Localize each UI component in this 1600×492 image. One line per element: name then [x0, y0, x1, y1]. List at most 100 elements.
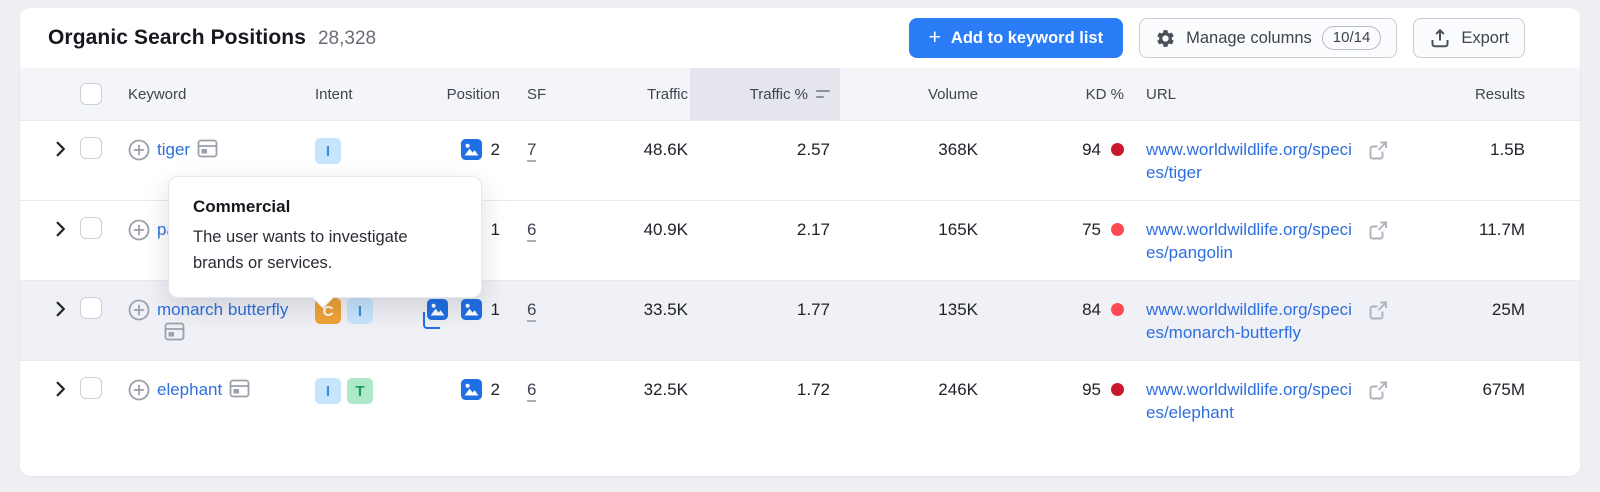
table-header-row: Keyword Intent Position SF Traffic Traff… [20, 68, 1580, 120]
external-link-icon[interactable] [1368, 220, 1388, 240]
results-value: 25M [1491, 300, 1525, 319]
table-row-elephant: elephant I T 2 6 32.5K 1.72 246K 95 www.… [20, 360, 1580, 440]
keyword-text[interactable]: tiger [157, 140, 191, 159]
intent-badge-informational[interactable]: I [315, 138, 341, 164]
url-link[interactable]: www.worldwildlife.org/species/tiger [1146, 140, 1352, 182]
url-link[interactable]: www.worldwildlife.org/species/monarch-bu… [1146, 300, 1352, 342]
plus-circle-icon[interactable] [128, 219, 150, 241]
traffic-value: 40.9K [643, 220, 688, 239]
export-button[interactable]: Export [1413, 18, 1525, 58]
panel-header: Organic Search Positions 28,328 + Add to… [20, 8, 1580, 68]
external-link-icon[interactable] [1368, 380, 1388, 400]
manage-columns-label: Manage columns [1186, 28, 1312, 47]
kd-value: 75 [1082, 220, 1101, 239]
image-pack-stacked-icon [422, 298, 448, 329]
url-link[interactable]: www.worldwildlife.org/species/pangolin [1146, 220, 1352, 262]
column-header-keyword[interactable]: Keyword [128, 85, 187, 103]
keyword-link[interactable]: monarch butterfly [157, 298, 300, 344]
traffic-pct-value: 2.57 [796, 140, 830, 159]
column-header-results[interactable]: Results [1474, 85, 1525, 103]
keyword-link[interactable]: elephant [157, 378, 300, 401]
column-header-position[interactable]: Position [446, 85, 500, 103]
serp-preview-icon[interactable] [164, 321, 185, 342]
column-header-volume[interactable]: Volume [927, 85, 978, 103]
row-checkbox[interactable] [80, 297, 102, 319]
results-value: 11.7M [1479, 220, 1525, 239]
columns-count-badge: 10/14 [1321, 26, 1382, 50]
upload-icon [1431, 29, 1449, 48]
total-keywords-count: 28,328 [317, 28, 377, 49]
serp-preview-icon[interactable] [229, 378, 250, 399]
external-link-icon[interactable] [1368, 300, 1388, 320]
traffic-pct-label: Traffic % [749, 85, 808, 103]
row-checkbox[interactable] [80, 137, 102, 159]
image-pack-icon [426, 299, 448, 320]
tooltip-body: The user wants to investigate brands or … [193, 228, 408, 272]
column-header-url[interactable]: URL [1146, 85, 1177, 103]
keyword-text[interactable]: monarch butterfly [157, 300, 289, 319]
position-rank: 2 [490, 140, 500, 159]
volume-value: 135K [938, 300, 978, 319]
table-row-tiger: tiger I 2 7 48.6K 2.57 368K 94 www.world… [20, 120, 1580, 200]
column-header-traffic[interactable]: Traffic [647, 85, 688, 103]
kd-difficulty-dot [1111, 143, 1124, 156]
manage-columns-button[interactable]: Manage columns 10/14 [1139, 18, 1398, 58]
column-header-traffic-pct[interactable]: Traffic % [690, 68, 840, 120]
results-value: 675M [1482, 380, 1525, 399]
position-rank: 2 [490, 380, 500, 399]
plus-circle-icon[interactable] [128, 299, 150, 321]
volume-value: 165K [938, 220, 978, 239]
kd-difficulty-dot [1111, 303, 1124, 316]
kd-value: 95 [1082, 380, 1101, 399]
column-header-sf[interactable]: SF [527, 85, 547, 103]
kd-value: 84 [1082, 300, 1101, 319]
traffic-pct-value: 2.17 [796, 220, 830, 239]
expand-column-header [20, 68, 68, 120]
keyword-link[interactable]: tiger [157, 138, 300, 161]
traffic-pct-value: 1.77 [796, 300, 830, 319]
row-checkbox[interactable] [80, 217, 102, 239]
image-pack-icon [460, 379, 482, 400]
image-pack-icon [460, 139, 482, 160]
url-link[interactable]: www.worldwildlife.org/species/elephant [1146, 380, 1352, 422]
gear-icon [1157, 29, 1174, 47]
serp-preview-icon[interactable] [197, 138, 218, 159]
keyword-text[interactable]: elephant [157, 380, 223, 399]
serp-features-count[interactable]: 6 [527, 380, 537, 402]
image-pack-icon [460, 299, 482, 320]
plus-icon: + [928, 25, 941, 49]
sort-descending-icon [816, 89, 830, 99]
row-checkbox[interactable] [80, 377, 102, 399]
page-title: Organic Search Positions [48, 26, 306, 49]
traffic-value: 33.5K [643, 300, 688, 319]
volume-value: 368K [938, 140, 978, 159]
traffic-value: 48.6K [643, 140, 688, 159]
serp-features-count[interactable]: 6 [527, 300, 537, 322]
volume-value: 246K [938, 380, 978, 399]
column-header-kd[interactable]: KD % [1085, 85, 1124, 103]
external-link-icon[interactable] [1368, 140, 1388, 160]
serp-features-count[interactable]: 6 [527, 220, 537, 242]
plus-circle-icon[interactable] [128, 139, 150, 161]
kd-value: 94 [1082, 140, 1101, 159]
traffic-pct-value: 1.72 [796, 380, 830, 399]
intent-tooltip: Commercial The user wants to investigate… [168, 176, 482, 309]
add-to-keyword-list-button[interactable]: + Add to keyword list [908, 18, 1124, 58]
add-to-keyword-list-label: Add to keyword list [950, 28, 1104, 47]
position-rank: 1 [490, 300, 500, 319]
intent-badge-informational[interactable]: I [315, 378, 341, 404]
header-actions: + Add to keyword list Manage columns 10/… [908, 18, 1525, 58]
tooltip-title: Commercial [193, 197, 291, 216]
table-row-monarch-butterfly: monarch butterfly C I 1 6 33.5K 1.77 135… [20, 280, 1580, 360]
select-all-checkbox[interactable] [80, 83, 102, 105]
organic-search-positions-panel: Organic Search Positions 28,328 + Add to… [20, 8, 1580, 476]
kd-difficulty-dot [1111, 383, 1124, 396]
kd-difficulty-dot [1111, 223, 1124, 236]
plus-circle-icon[interactable] [128, 379, 150, 401]
column-header-intent[interactable]: Intent [315, 85, 353, 103]
intent-badge-informational[interactable]: I [347, 298, 373, 324]
position-rank: 1 [490, 220, 500, 239]
intent-badge-transactional[interactable]: T [347, 378, 373, 404]
traffic-value: 32.5K [643, 380, 688, 399]
serp-features-count[interactable]: 7 [527, 140, 537, 162]
